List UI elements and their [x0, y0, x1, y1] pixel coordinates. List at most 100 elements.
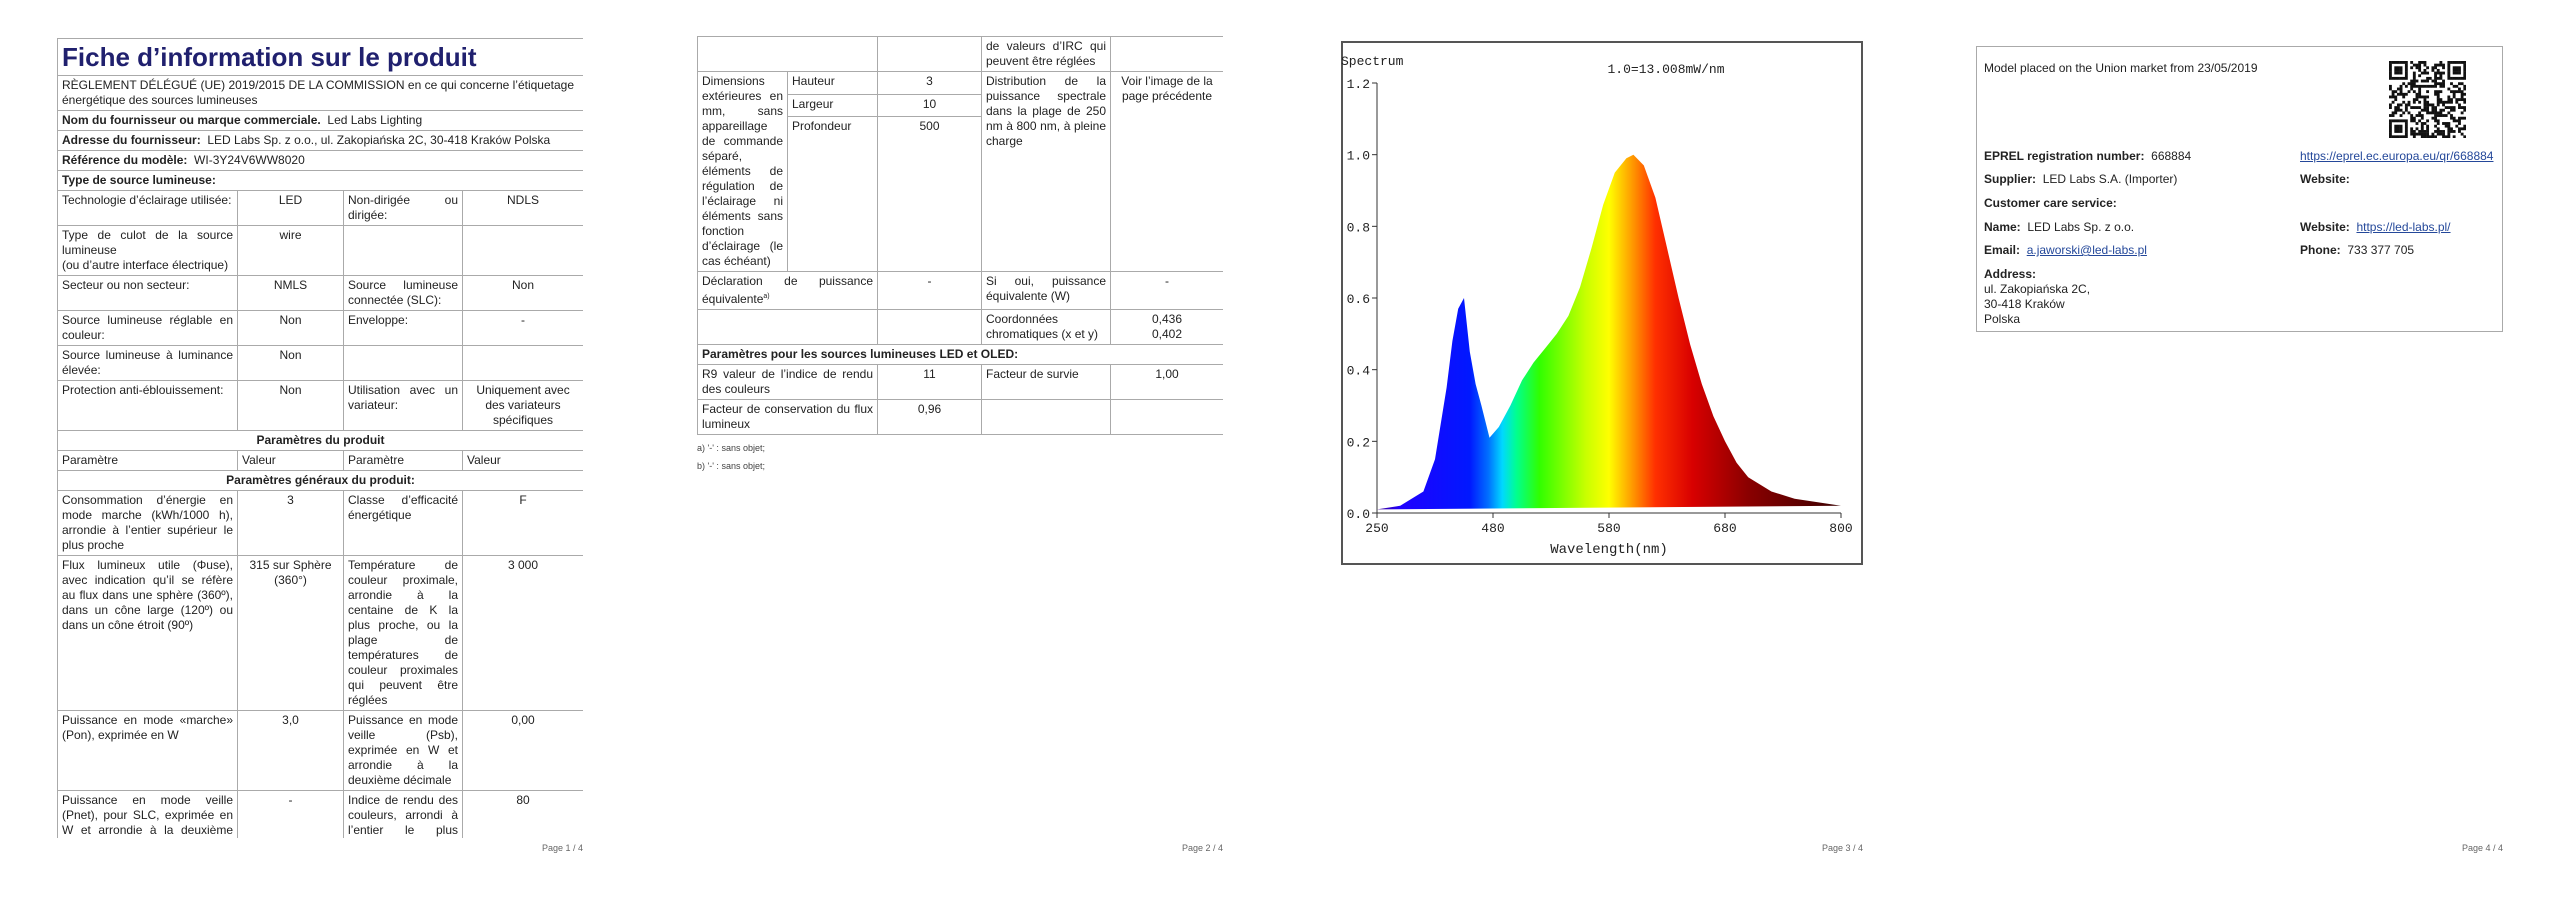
qr-module [2418, 68, 2422, 72]
note: a) '-' : sans objet; [697, 443, 765, 453]
heading: Paramètres du produit [57, 430, 583, 451]
label-note: (ou d’autre interface électrique) [62, 258, 229, 272]
table-cell: Indice de rendu des couleurs, arrondi à … [343, 790, 463, 838]
qr-module [2420, 114, 2424, 117]
block: Website: https://led-labs.pl/ [2300, 220, 2451, 234]
qr-module [2407, 100, 2411, 104]
qr-module [2439, 108, 2443, 112]
label: Puissance en mode «marche» (Pon), exprim… [62, 713, 233, 742]
qr-module [2423, 84, 2427, 88]
qr-module [2431, 111, 2435, 115]
table-cell: Référence du modèle: WI-3Y24V6WW8020 [57, 150, 583, 171]
table-cell: 3,0 [237, 710, 344, 791]
qr-module [2450, 130, 2453, 133]
qr-module [2420, 71, 2424, 75]
qr-module [2418, 119, 2422, 123]
table-row: de valeurs d’IRC qui peuvent être réglée… [697, 36, 1223, 72]
table-cell: Protection anti-éblouissement: [57, 380, 238, 431]
qr-module [2442, 130, 2445, 133]
block: Name: LED Labs Sp. z o.o. [1984, 220, 2134, 234]
qr-module [2455, 98, 2459, 102]
label: Consommation d’énergie en mode marche (k… [62, 493, 233, 552]
qr-module [2426, 90, 2430, 94]
label: Protection anti-éblouissement: [62, 383, 224, 397]
qr-module [2391, 135, 2395, 138]
label: Référence du modèle: [62, 153, 188, 167]
qr-module [2396, 119, 2400, 123]
qr-module [2444, 114, 2448, 117]
heading: Paramètres généraux du produit: [57, 470, 583, 491]
qr-module [2463, 92, 2466, 96]
product-table: Fiche d’information sur le produit RÈGLE… [57, 38, 583, 838]
qr-module [2439, 63, 2443, 67]
qr-module [2447, 127, 2451, 131]
link[interactable]: https://led-labs.pl/ [2356, 220, 2451, 234]
qr-module [2389, 106, 2392, 109]
link[interactable]: https://eprel.ec.europa.eu/qr/668884 [2300, 149, 2494, 163]
table-cell: Source lumineuse réglable en couleur: [57, 310, 238, 346]
qr-module [2447, 71, 2451, 75]
qr-module [2439, 71, 2443, 75]
label: Dimensions extérieures en mm, sans appar… [697, 71, 788, 272]
table-cell [697, 36, 878, 72]
qr-module [2442, 132, 2445, 136]
qr-module [2458, 122, 2461, 125]
qr-module [2458, 82, 2461, 86]
label: Nom du fournisseur ou marque commerciale… [62, 113, 321, 127]
spectrum-area [1377, 154, 1841, 510]
qr-module [2447, 124, 2451, 128]
qr-module [2396, 66, 2400, 70]
y-tick-label: 1.0 [1347, 149, 1370, 164]
qr-module [2426, 135, 2430, 138]
qr-module [2434, 84, 2437, 88]
table-cell [1110, 399, 1223, 435]
qr-module [2407, 90, 2411, 94]
y-tick-label: 1.2 [1347, 77, 1370, 92]
qr-module [2426, 119, 2430, 123]
qr-module [2412, 119, 2416, 123]
qr-module [2447, 100, 2451, 104]
table-cell: 315 sur Sphère (360°) [237, 555, 344, 711]
qr-module [2426, 100, 2430, 104]
qr-module [2428, 84, 2432, 88]
qr-module [2418, 63, 2422, 67]
x-tick-label: 800 [1829, 521, 1852, 536]
qr-module [2389, 119, 2392, 123]
value: 668884 [2151, 149, 2192, 163]
qr-module [2412, 84, 2416, 88]
value: 80 [516, 793, 530, 807]
qr-module [2404, 135, 2408, 138]
qr-module [2460, 61, 2464, 64]
qr-module [2396, 127, 2400, 131]
label: Distribution de la puissance spectrale d… [981, 71, 1111, 272]
qr-module [2404, 106, 2408, 109]
qr-module [2389, 68, 2392, 72]
qr-module [2394, 130, 2398, 133]
qr-module [2439, 130, 2443, 133]
qr-module [2434, 76, 2437, 80]
qr-module [2444, 100, 2448, 104]
qr-module [2404, 61, 2408, 64]
qr-module [2394, 119, 2398, 123]
qr-module [2426, 111, 2430, 115]
qr-module [2463, 66, 2466, 70]
qr-module [2452, 106, 2456, 109]
table-cell: - [461, 310, 583, 346]
link[interactable]: a.jaworski@led-labs.pl [2026, 243, 2147, 257]
qr-module [2460, 116, 2464, 120]
block: EPREL registration number: 668884 [1984, 149, 2191, 163]
qr-module [2447, 76, 2451, 80]
qr-module [2439, 74, 2443, 78]
qr-module [2389, 114, 2392, 117]
qr-module [2399, 87, 2403, 91]
qr-module [2426, 76, 2430, 80]
qr-module [2418, 66, 2422, 70]
qr-module [2394, 66, 2398, 70]
qr-module [2410, 127, 2414, 131]
qr-module [2423, 79, 2427, 83]
qr-module [2434, 130, 2437, 133]
table-row: Flux lumineux utile (Φuse), avec indicat… [57, 555, 583, 711]
qr-module [2389, 122, 2392, 125]
qr-module [2389, 76, 2392, 80]
